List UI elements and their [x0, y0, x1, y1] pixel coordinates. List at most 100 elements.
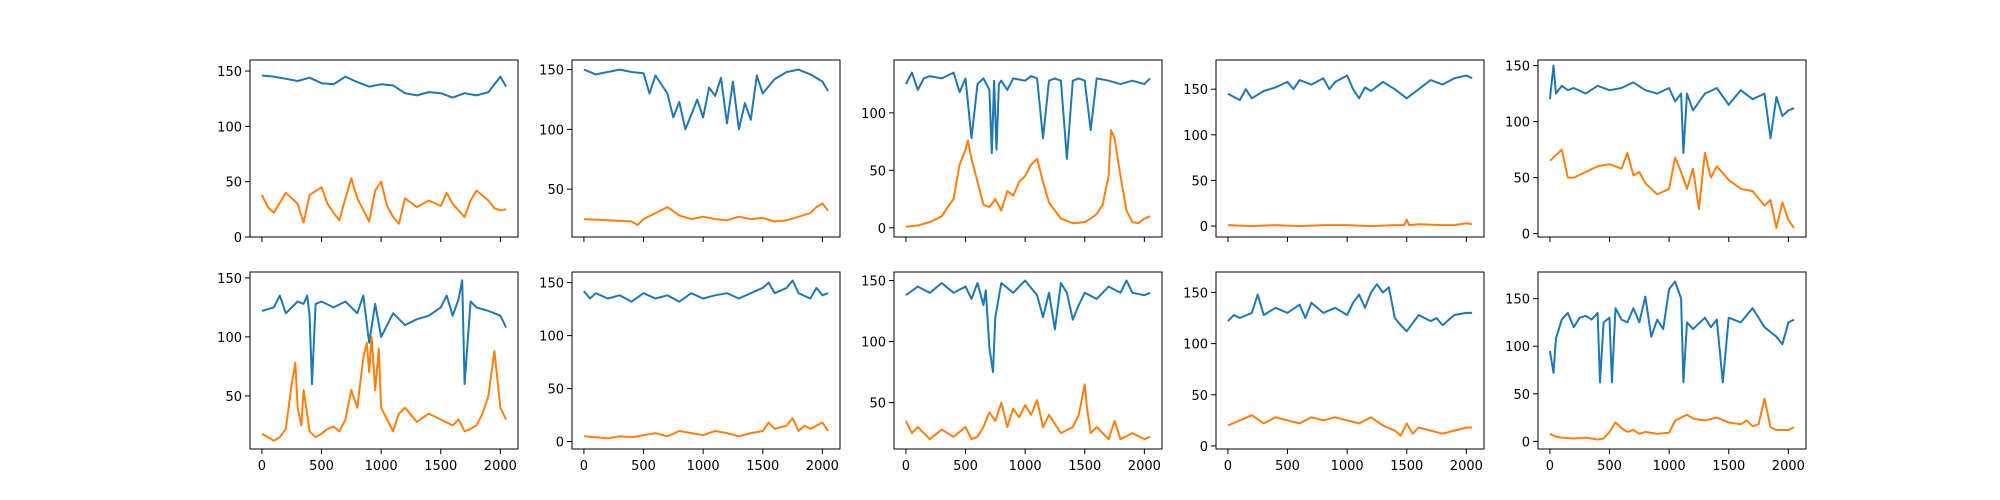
series-line-2: [1227, 218, 1473, 228]
y-tick-label: 100: [539, 330, 564, 345]
axes-frame: [249, 59, 519, 238]
y-tick-label: 0: [234, 231, 242, 246]
series-line-2: [261, 177, 507, 225]
y-tick-label: 50: [225, 390, 242, 405]
x-tick-label: 2000: [1772, 459, 1805, 474]
x-tick-label: 2000: [1128, 459, 1161, 474]
x-tick-label: 500: [953, 459, 978, 474]
subplot-4: 0 50 100 150: [1183, 59, 1485, 242]
y-tick-label: 150: [217, 272, 242, 287]
subplot-2: 50 100 150: [539, 59, 841, 242]
axes-frame: [893, 271, 1163, 450]
y-tick-label: 50: [1191, 389, 1208, 404]
y-tick-label: 50: [1513, 388, 1530, 403]
series-line-1: [1227, 283, 1473, 333]
subplot-1: 0 50 100 150: [217, 59, 519, 246]
y-tick-label: 50: [225, 176, 242, 191]
x-tick-label: 1000: [687, 459, 720, 474]
x-tick-label: 500: [631, 459, 656, 474]
y-tick-label: 0: [1200, 440, 1208, 455]
x-tick-label: 1500: [1712, 459, 1745, 474]
series-line-1: [905, 279, 1151, 374]
x-tick-label: 2000: [1450, 459, 1483, 474]
series-line-2: [1227, 414, 1473, 437]
y-tick-label: 100: [861, 107, 886, 122]
x-tick-label: 0: [580, 459, 588, 474]
y-tick-label: 150: [217, 65, 242, 80]
y-tick-label: 100: [539, 123, 564, 138]
series-line-1: [261, 279, 508, 386]
y-tick-label: 100: [217, 120, 242, 135]
x-tick-label: 1000: [1009, 459, 1042, 474]
y-tick-label: 150: [1183, 286, 1208, 301]
y-tick-label: 150: [861, 275, 886, 290]
x-tick-label: 500: [309, 459, 334, 474]
x-tick-label: 1500: [424, 459, 457, 474]
y-tick-label: 50: [869, 397, 886, 412]
y-tick-label: 150: [539, 277, 564, 292]
series-line-1: [1227, 74, 1473, 102]
axes-frame: [571, 271, 841, 450]
x-tick-label: 0: [1546, 459, 1554, 474]
y-tick-label: 150: [1183, 83, 1208, 98]
x-tick-label: 1000: [1331, 459, 1364, 474]
x-tick-label: 0: [258, 459, 266, 474]
series-line-2: [583, 202, 829, 226]
x-tick-label: 0: [902, 459, 910, 474]
series-line-1: [1548, 280, 1795, 384]
x-tick-label: 1000: [1653, 459, 1686, 474]
subplot-5: 0 50 100 150: [1505, 59, 1807, 243]
series-line-1: [583, 279, 829, 303]
y-tick-label: 150: [539, 64, 564, 79]
axes-frame: [1537, 271, 1807, 450]
y-tick-label: 0: [1200, 220, 1208, 235]
y-tick-label: 100: [861, 336, 886, 351]
x-tick-label: 1500: [746, 459, 779, 474]
series-line-2: [905, 129, 1151, 228]
series-line-2: [1549, 397, 1795, 441]
x-tick-label: 500: [1597, 459, 1622, 474]
x-tick-label: 1000: [365, 459, 398, 474]
y-tick-label: 100: [217, 331, 242, 346]
axes-frame: [1215, 59, 1485, 238]
axes-frame: [1215, 271, 1485, 450]
y-tick-label: 50: [1191, 174, 1208, 189]
series-line-2: [261, 335, 508, 442]
y-tick-label: 100: [1505, 116, 1530, 131]
x-tick-label: 500: [1275, 459, 1300, 474]
y-tick-label: 100: [1183, 338, 1208, 353]
series-line-2: [583, 417, 829, 440]
series-line-1: [583, 68, 829, 131]
y-tick-label: 150: [1505, 293, 1530, 308]
y-tick-label: 100: [1183, 129, 1208, 144]
y-tick-label: 100: [1505, 340, 1530, 355]
y-tick-label: 50: [1513, 172, 1530, 187]
y-tick-label: 50: [869, 164, 886, 179]
axes-frame: [249, 271, 519, 450]
series-line-1: [905, 71, 1151, 160]
x-tick-label: 2000: [484, 459, 517, 474]
axes-frame: [1537, 59, 1807, 238]
series-line-2: [905, 383, 1151, 441]
subplot-3: 0 50 100: [861, 59, 1163, 242]
series-line-2: [1549, 148, 1795, 229]
series-line-1: [1548, 64, 1795, 154]
y-tick-label: 50: [547, 183, 564, 198]
x-tick-label: 0: [1224, 459, 1232, 474]
y-tick-label: 0: [1522, 435, 1530, 450]
axes-frame: [893, 59, 1163, 238]
x-tick-label: 1500: [1068, 459, 1101, 474]
series-line-1: [261, 74, 507, 99]
y-tick-label: 0: [556, 436, 564, 451]
x-tick-label: 2000: [806, 459, 839, 474]
y-tick-label: 150: [1505, 60, 1530, 75]
axes-frame: [571, 59, 841, 238]
x-tick-label: 1500: [1390, 459, 1423, 474]
y-tick-label: 0: [878, 222, 886, 237]
